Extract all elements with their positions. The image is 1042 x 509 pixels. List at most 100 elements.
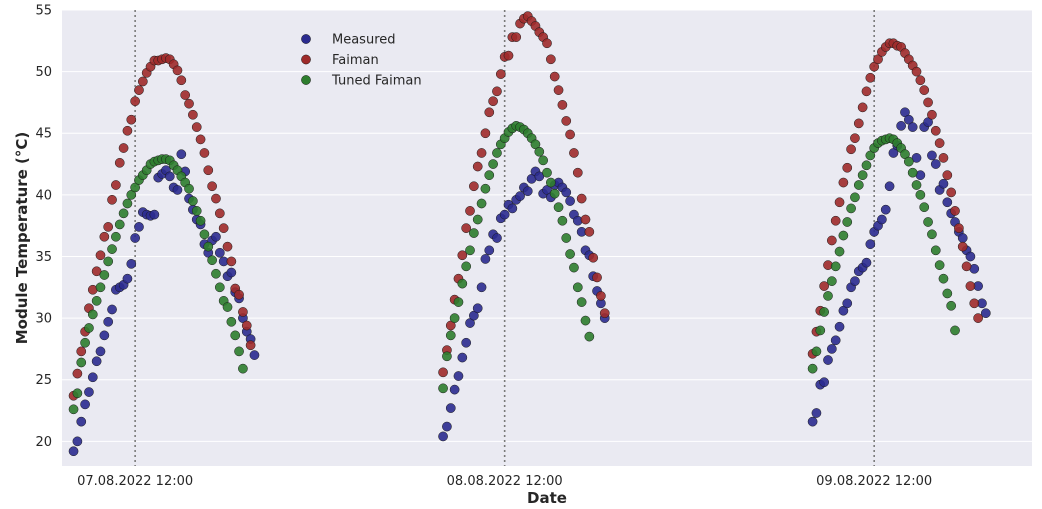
data-point	[584, 331, 595, 342]
data-point	[95, 282, 106, 293]
data-point	[99, 330, 110, 341]
data-point	[476, 282, 487, 293]
data-point	[538, 155, 549, 166]
data-point	[472, 214, 483, 225]
data-point	[238, 307, 248, 317]
data-point	[214, 282, 225, 293]
data-point	[884, 181, 895, 192]
data-point	[95, 250, 106, 261]
data-point	[199, 148, 210, 158]
data-point	[553, 85, 564, 95]
data-point	[507, 203, 518, 214]
data-point	[176, 75, 187, 86]
data-point	[130, 233, 140, 243]
x-axis-ticks: 07.08.2022 12:00 08.08.2022 12:00 09.08.20…	[77, 474, 932, 489]
data-point	[542, 167, 552, 178]
data-point	[861, 160, 872, 171]
data-point	[938, 153, 949, 163]
data-point	[815, 325, 826, 336]
data-point	[580, 315, 591, 326]
data-point	[592, 272, 602, 283]
data-point	[961, 261, 972, 272]
data-point	[980, 308, 991, 319]
data-point	[553, 202, 564, 213]
data-point	[134, 222, 144, 232]
data-point	[172, 185, 183, 195]
data-point	[930, 245, 941, 256]
data-point	[438, 367, 448, 378]
data-point	[911, 66, 922, 77]
data-point	[461, 223, 472, 233]
data-point	[164, 171, 175, 182]
data-point	[934, 260, 945, 270]
data-point	[203, 165, 214, 176]
data-point	[834, 197, 845, 208]
data-point	[122, 125, 133, 136]
data-point	[842, 217, 853, 227]
data-point	[234, 346, 244, 357]
legend-marker	[301, 75, 311, 85]
data-point	[907, 167, 918, 178]
data-point	[572, 282, 583, 293]
data-point	[87, 372, 98, 383]
data-point	[191, 122, 202, 132]
data-point	[561, 187, 572, 198]
data-point	[195, 134, 206, 145]
data-point	[103, 316, 114, 327]
data-point	[249, 350, 260, 360]
data-point	[965, 251, 976, 262]
data-point	[72, 368, 83, 379]
data-point	[850, 276, 860, 286]
data-point	[492, 148, 502, 158]
data-point	[226, 316, 237, 327]
data-point	[126, 259, 137, 269]
data-point	[503, 50, 514, 61]
data-point	[811, 408, 822, 418]
y-tick-label: 35	[35, 250, 52, 265]
data-point	[480, 254, 491, 264]
data-point	[576, 297, 587, 307]
data-point	[214, 208, 225, 219]
data-point	[853, 180, 864, 190]
data-point	[461, 337, 472, 348]
data-point	[942, 170, 953, 180]
data-point	[942, 288, 953, 299]
x-axis-label: Date	[527, 489, 567, 507]
data-point	[99, 270, 110, 280]
data-point	[172, 65, 183, 76]
x-tick-label: 07.08.2022 12:00	[77, 474, 193, 489]
data-point	[207, 255, 217, 266]
data-point	[927, 109, 937, 120]
data-point	[211, 193, 221, 204]
data-point	[954, 223, 964, 233]
reference-lines	[134, 10, 875, 466]
data-point	[569, 262, 579, 273]
data-point	[522, 186, 533, 197]
data-point	[184, 183, 194, 194]
data-point	[919, 85, 930, 95]
data-point	[826, 276, 837, 286]
legend-label: Tuned Faiman	[331, 74, 422, 89]
data-point	[214, 247, 225, 258]
legend-marker	[301, 54, 311, 65]
data-point	[549, 188, 560, 199]
data-point	[445, 330, 456, 341]
data-point	[137, 76, 148, 87]
data-point	[919, 202, 930, 213]
data-point	[534, 146, 545, 157]
legend: Measured Faiman Tuned Faiman	[301, 33, 422, 89]
data-point	[149, 209, 160, 220]
data-point	[465, 245, 475, 256]
data-point	[442, 351, 452, 362]
data-point	[834, 246, 845, 257]
data-point	[861, 86, 872, 97]
data-point	[565, 249, 575, 259]
data-point	[476, 148, 487, 158]
data-point	[930, 159, 941, 169]
data-point	[946, 300, 957, 311]
data-point	[126, 114, 137, 125]
data-point	[927, 150, 937, 161]
data-point	[576, 193, 587, 204]
data-point	[107, 244, 117, 254]
